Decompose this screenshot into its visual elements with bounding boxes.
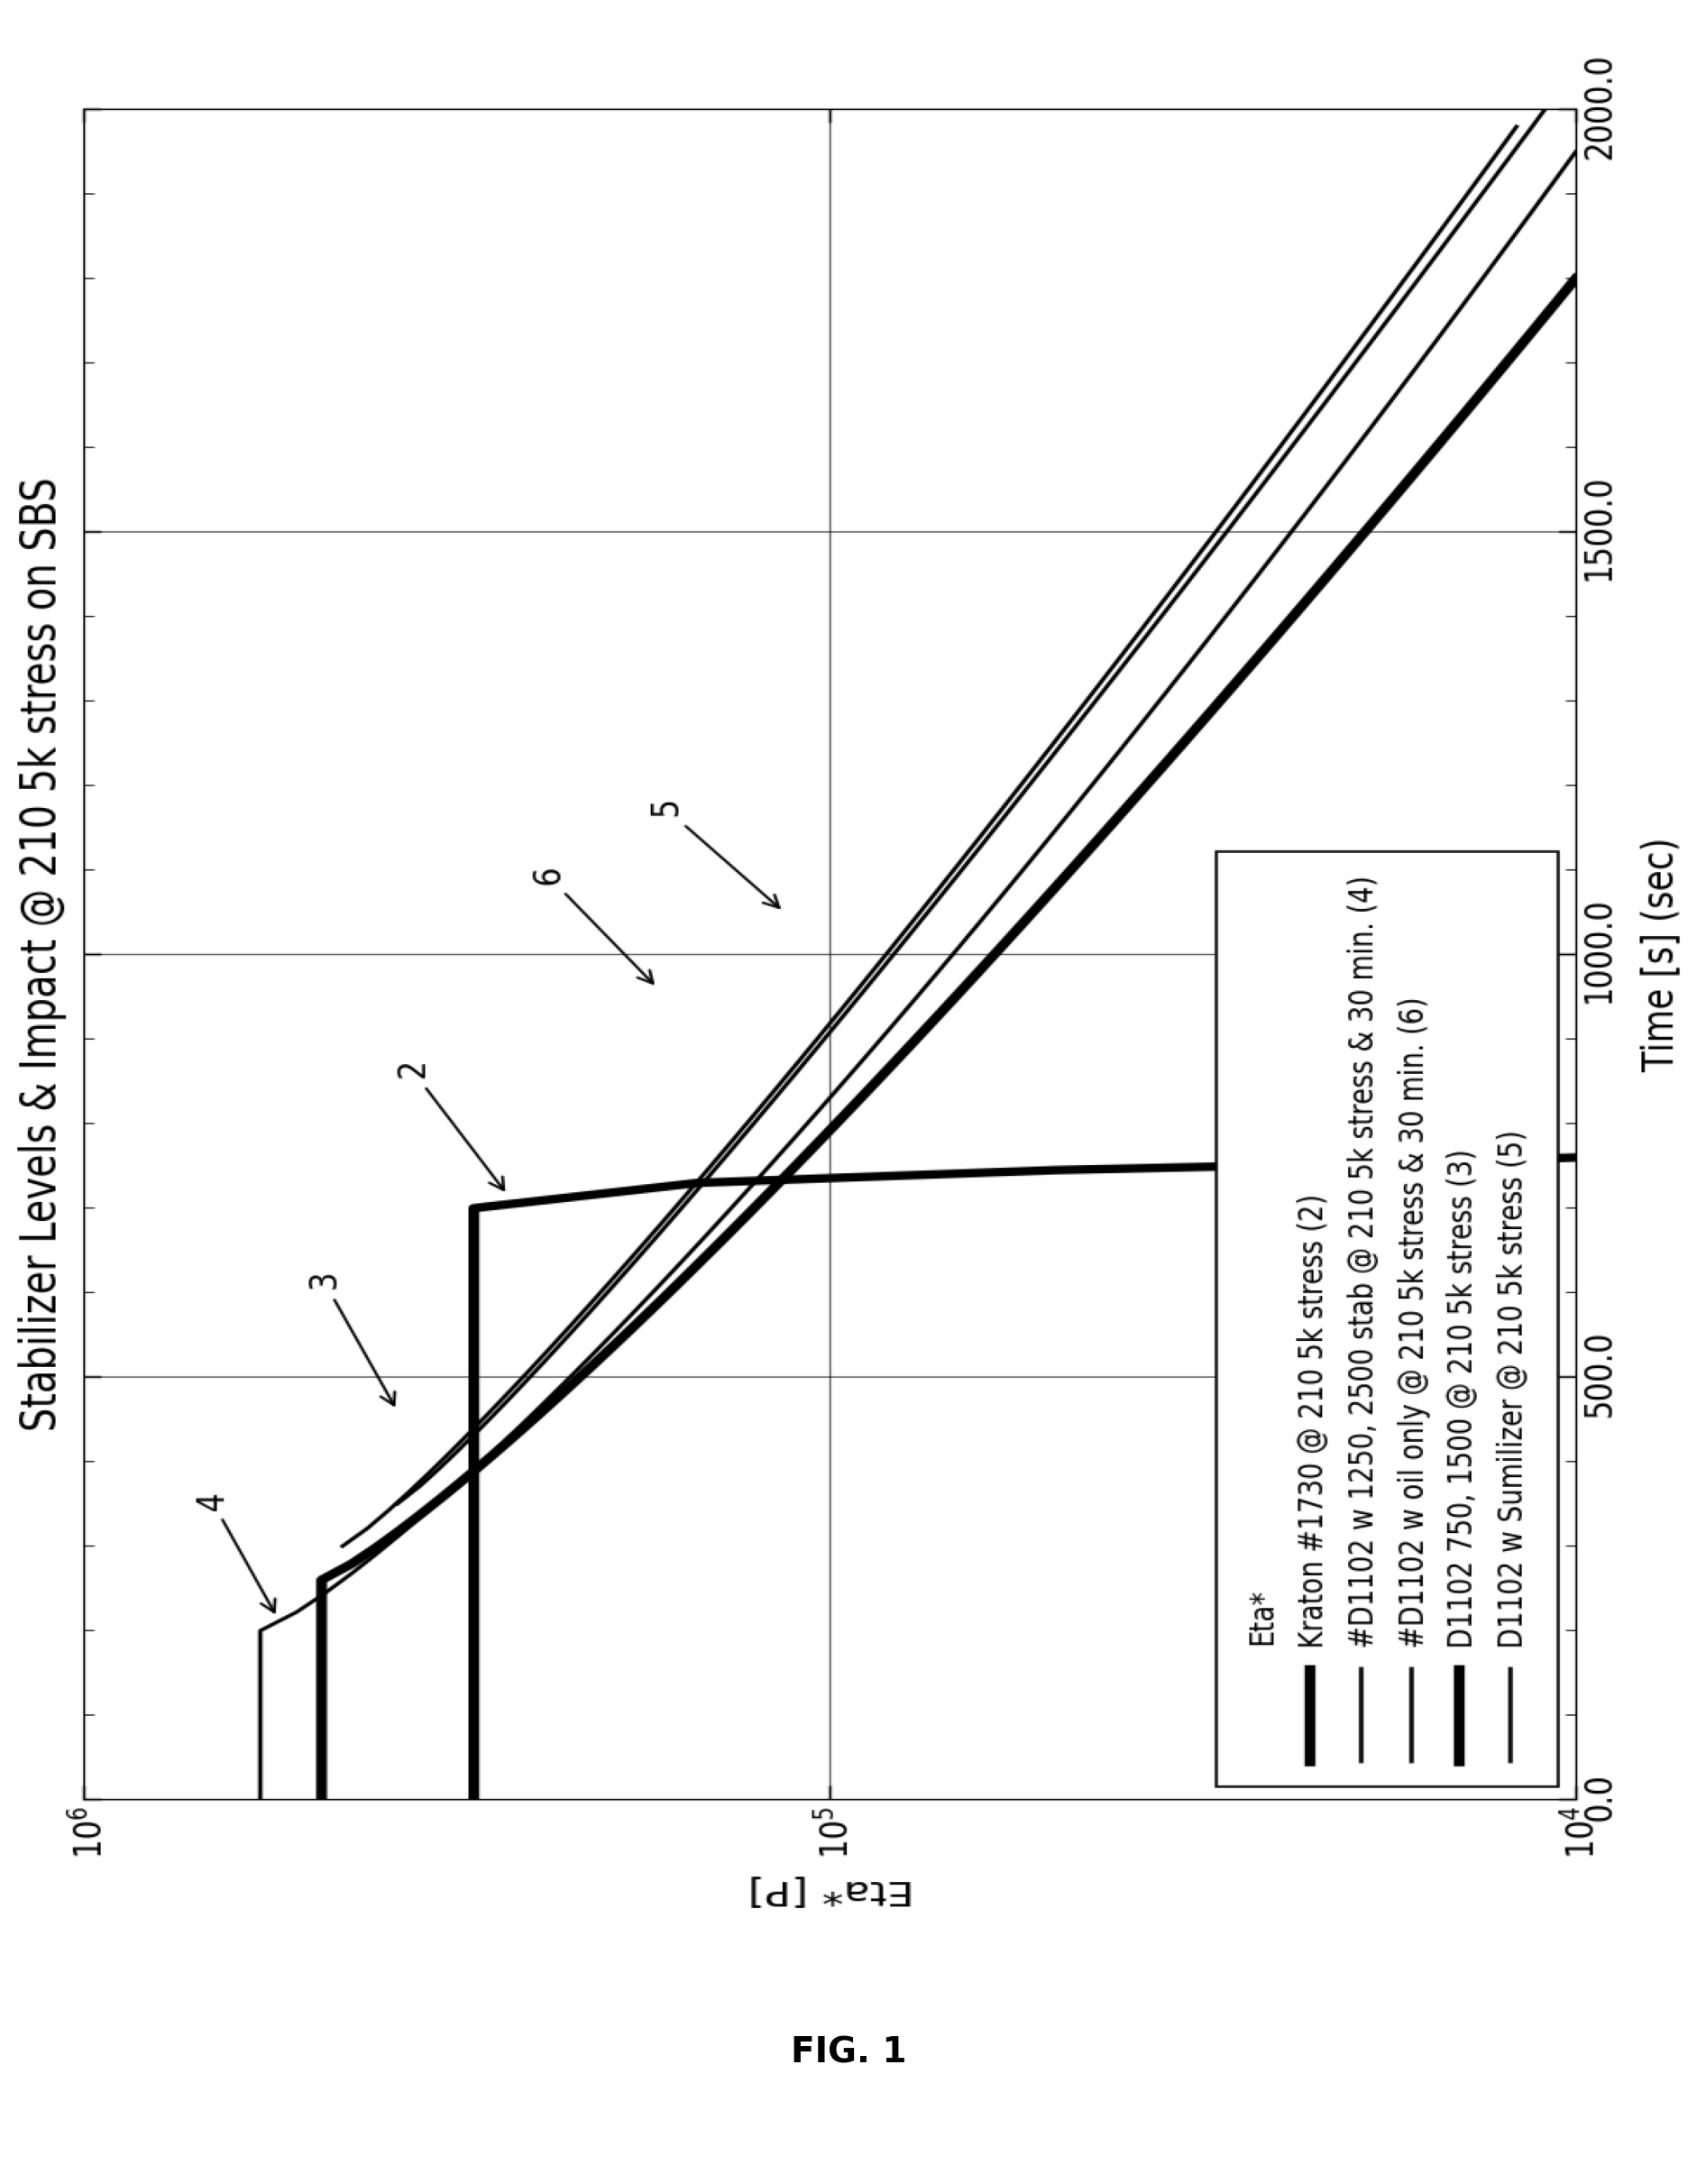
Text: FIG. 1: FIG. 1: [791, 2035, 906, 2070]
